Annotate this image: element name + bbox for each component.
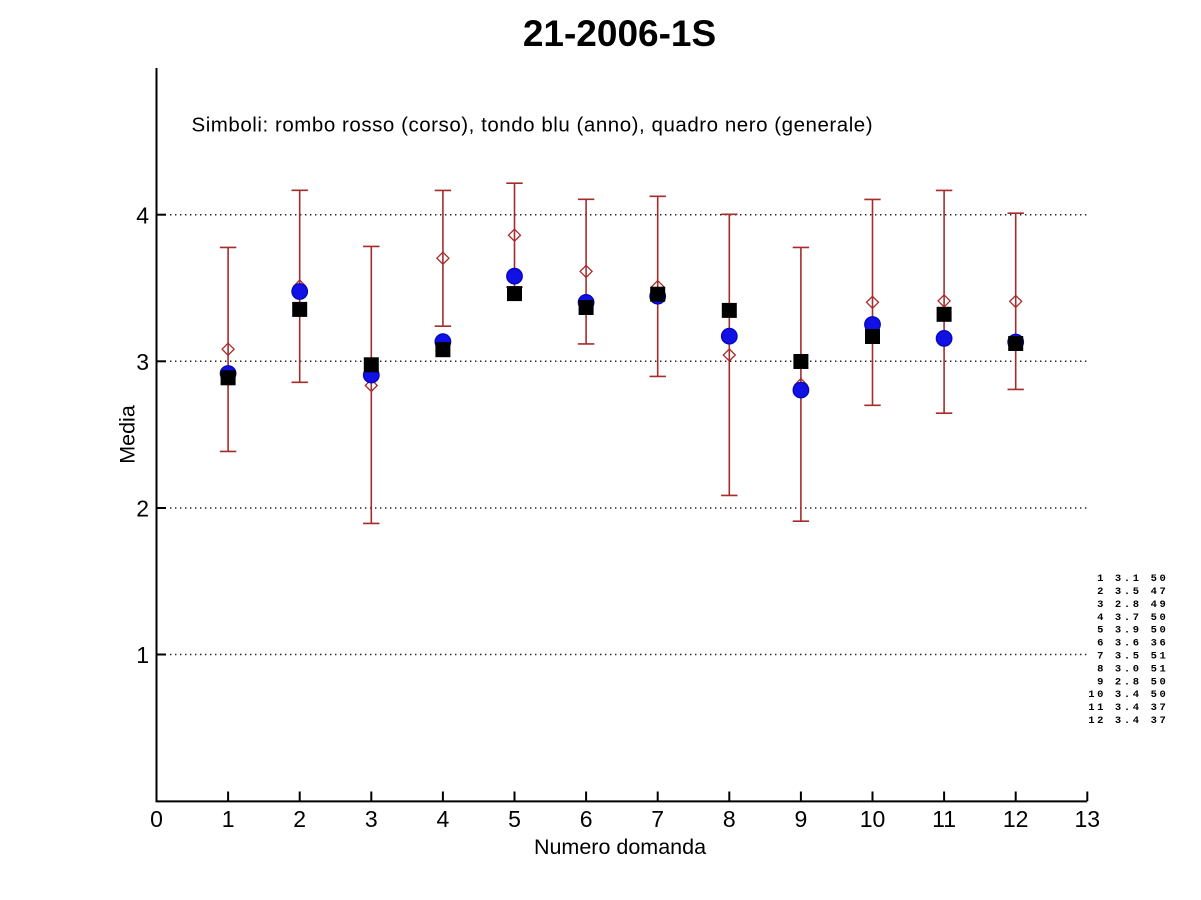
svg-text:10 3.4 50: 10 3.4 50	[1088, 689, 1168, 701]
svg-text:12: 12	[1003, 806, 1029, 832]
svg-text:2 3.5 47: 2 3.5 47	[1088, 586, 1168, 598]
svg-text:7: 7	[651, 806, 664, 832]
svg-text:1: 1	[222, 806, 235, 832]
svg-text:9 2.8 50: 9 2.8 50	[1088, 676, 1168, 688]
svg-text:Media: Media	[115, 405, 139, 464]
svg-text:2: 2	[136, 496, 149, 522]
svg-text:6: 6	[580, 806, 593, 832]
svg-text:21-2006-1S: 21-2006-1S	[523, 13, 716, 54]
svg-text:3: 3	[136, 349, 149, 375]
svg-text:11: 11	[932, 806, 956, 832]
svg-text:13: 13	[1075, 806, 1101, 832]
svg-text:8: 8	[723, 806, 736, 832]
svg-text:4 3.7 50: 4 3.7 50	[1088, 612, 1168, 624]
svg-text:1 3.1 50: 1 3.1 50	[1088, 573, 1168, 585]
svg-text:4: 4	[136, 202, 149, 228]
svg-text:0: 0	[150, 806, 163, 832]
svg-text:7 3.5 51: 7 3.5 51	[1088, 651, 1168, 663]
svg-text:5: 5	[508, 806, 521, 832]
svg-text:5 3.9 50: 5 3.9 50	[1088, 625, 1168, 637]
svg-text:12 3.4 37: 12 3.4 37	[1088, 715, 1168, 727]
svg-text:9: 9	[795, 806, 808, 832]
svg-text:10: 10	[860, 806, 886, 832]
svg-text:4: 4	[437, 806, 450, 832]
svg-text:6 3.6 36: 6 3.6 36	[1088, 638, 1168, 650]
svg-text:1: 1	[136, 642, 149, 668]
svg-text:Numero domanda: Numero domanda	[534, 835, 706, 859]
svg-text:11 3.4 37: 11 3.4 37	[1088, 702, 1168, 714]
svg-text:3: 3	[365, 806, 378, 832]
svg-text:Simboli: rombo rosso (corso),: Simboli: rombo rosso (corso), tondo blu …	[192, 114, 874, 137]
svg-text:2: 2	[293, 806, 306, 832]
svg-text:8 3.0 51: 8 3.0 51	[1088, 663, 1168, 675]
svg-text:3 2.8 49: 3 2.8 49	[1088, 599, 1168, 611]
